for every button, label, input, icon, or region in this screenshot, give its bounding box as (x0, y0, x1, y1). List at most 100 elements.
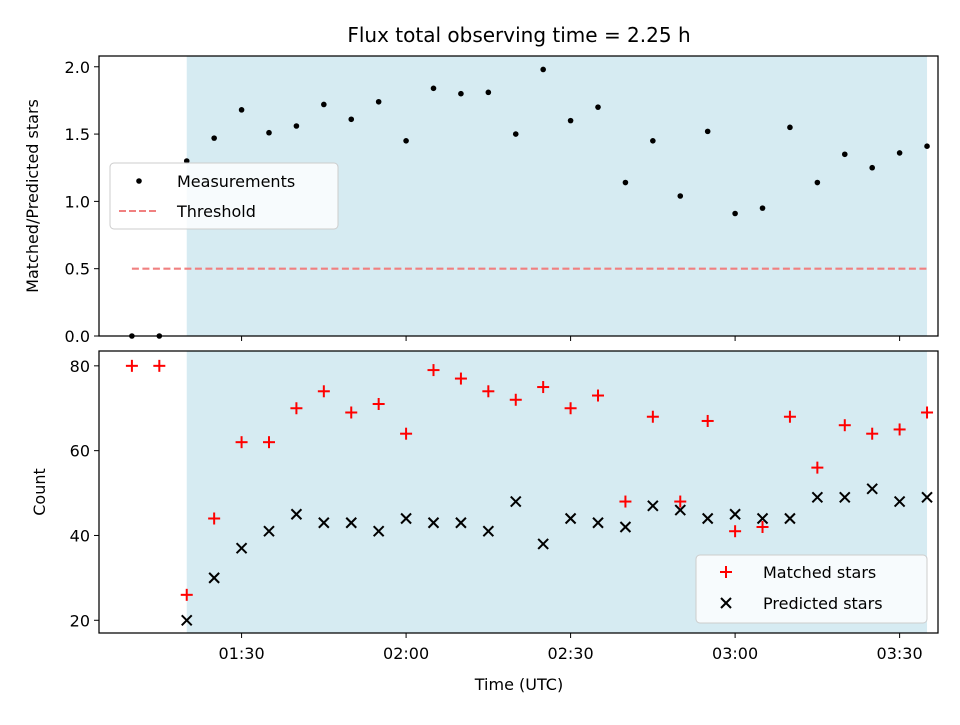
top-axes-frame (98, 55, 939, 337)
predicted-star-point (592, 517, 604, 529)
x-axis-label: Time (UTC) (474, 675, 563, 694)
matched-star-point (235, 436, 248, 449)
top-ytick-label: 1.0 (65, 192, 90, 211)
measurement-point (348, 116, 355, 123)
bottom-y-ticks: 20 40 60 80 (70, 357, 99, 630)
matched-star-point (482, 385, 495, 398)
matched-star-point (454, 372, 467, 385)
matched-star-point (866, 427, 879, 440)
matched-star-point (427, 364, 440, 377)
top-legend-box (109, 162, 339, 230)
predicted-star-point (839, 491, 851, 504)
legend-marker-matched-stars (720, 566, 732, 578)
top-ytick-label: 0.0 (65, 327, 90, 346)
measurement-point (321, 101, 327, 108)
predicted-star-point (208, 572, 220, 584)
matched-star-point (729, 525, 742, 538)
matched-star-point (509, 393, 522, 406)
matched-star-point (674, 495, 687, 508)
measurement-point (512, 131, 519, 137)
matched-star-point (701, 414, 714, 427)
predicted-star-point (482, 525, 495, 537)
matched-star-point (592, 389, 605, 402)
matched-star-point (180, 588, 193, 601)
measurement-point (567, 117, 574, 124)
matched-star-point (208, 512, 221, 525)
predicted-star-point (235, 542, 248, 554)
legend-label-matched-stars: Matched stars (763, 563, 876, 582)
measurement-point (650, 138, 656, 144)
measurement-point (787, 124, 793, 131)
bottom-legend: Matched stars Predicted stars (695, 554, 928, 624)
predicted-star-point (263, 525, 275, 537)
measurement-point (266, 129, 272, 136)
measurement-point (211, 135, 217, 141)
measurement-point (485, 89, 492, 96)
matched-star-point (756, 520, 769, 533)
predicted-star-point (756, 512, 769, 525)
matched-star-point (838, 419, 851, 432)
predicted-star-point (647, 500, 659, 512)
top-marks (129, 66, 930, 339)
xtick-label: 02:00 (383, 644, 429, 663)
xtick-label: 03:00 (712, 644, 758, 663)
top-ytick-label: 1.5 (65, 125, 90, 144)
matched-star-point (262, 436, 275, 449)
legend-marker-predicted-stars (720, 597, 732, 609)
top-ytick-label: 0.5 (65, 260, 90, 279)
measurement-point (704, 128, 711, 135)
measurement-point (458, 90, 464, 97)
predicted-star-point (921, 491, 933, 504)
measurement-point (183, 158, 190, 164)
bottom-ytick-label: 60 (70, 442, 90, 461)
bottom-ytick-label: 20 (70, 611, 90, 630)
legend-label-predicted-stars: Predicted stars (763, 594, 883, 613)
top-x-ticks (241, 336, 901, 341)
measurement-point (293, 123, 300, 129)
bottom-ytick-label: 40 (70, 526, 90, 545)
matched-star-point (290, 402, 303, 415)
predicted-star-point (290, 508, 303, 520)
bottom-axes-frame (98, 350, 939, 634)
matched-star-point (811, 461, 824, 474)
matched-star-point (564, 402, 577, 415)
measurement-point (841, 151, 848, 158)
xtick-label: 02:30 (548, 644, 594, 663)
predicted-star-point (537, 538, 549, 550)
predicted-star-point (318, 517, 330, 529)
predicted-star-point (427, 517, 440, 529)
predicted-star-point (701, 512, 714, 525)
top-y-ticks: 0.0 0.5 1.0 1.5 2.0 (65, 58, 99, 346)
matched-star-point (537, 381, 550, 394)
predicted-star-point (784, 512, 796, 525)
predicted-star-point (455, 517, 467, 529)
predicted-star-point (729, 508, 741, 520)
xtick-label: 03:30 (877, 644, 923, 663)
predicted-star-point (893, 495, 906, 508)
measurement-point (540, 66, 546, 73)
matched-star-point (921, 406, 934, 419)
xtick-label: 01:30 (219, 644, 265, 663)
measurement-point (759, 205, 766, 211)
top-legend: Measurements Threshold (109, 162, 339, 230)
legend-label-measurements: Measurements (177, 172, 295, 191)
matched-star-point (400, 427, 413, 440)
matched-star-point (125, 359, 138, 372)
measurement-point (869, 164, 875, 171)
predicted-star-point (400, 512, 412, 525)
matched-star-point (646, 410, 659, 423)
chart-title: Flux total observing time = 2.25 h (347, 23, 690, 47)
predicted-star-point (619, 521, 632, 533)
legend-marker-measurements (136, 178, 142, 184)
measurement-point (677, 193, 684, 199)
predicted-star-point (510, 495, 522, 508)
top-y-axis-label: Matched/Predicted stars (23, 99, 42, 293)
matched-star-point (153, 359, 166, 372)
predicted-star-point (811, 491, 824, 504)
predicted-star-point (181, 614, 193, 626)
predicted-star-point (345, 517, 357, 529)
predicted-star-point (674, 504, 686, 516)
matched-star-point (893, 423, 906, 436)
legend-label-threshold: Threshold (176, 202, 256, 221)
predicted-star-point (564, 512, 577, 525)
